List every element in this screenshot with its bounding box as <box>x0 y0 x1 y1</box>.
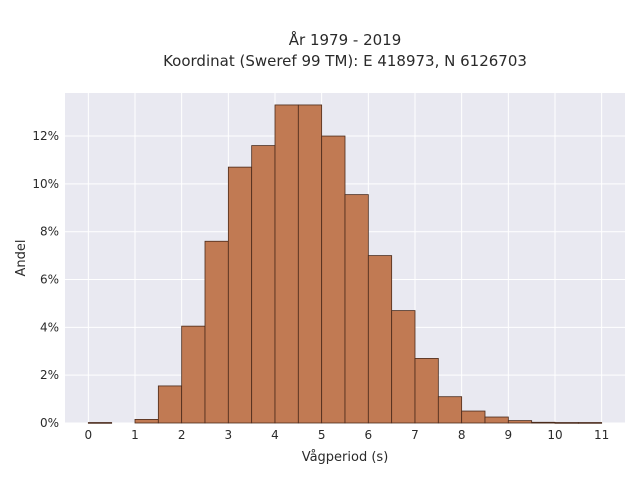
x-tick-label: 8 <box>458 428 466 442</box>
x-tick-label: 4 <box>271 428 279 442</box>
histogram-bar <box>321 135 346 424</box>
histogram-bar <box>414 358 439 424</box>
x-tick-label: 3 <box>225 428 233 442</box>
y-axis-label: Andel <box>14 240 29 277</box>
histogram-bar <box>274 104 299 424</box>
y-ticks: 0% 2% 4% 6% 8% 10% 12% <box>32 129 59 430</box>
x-tick-label: 10 <box>547 428 562 442</box>
y-tick-label: 2% <box>40 368 59 382</box>
y-tick-label: 0% <box>40 416 59 430</box>
x-tick-label: 11 <box>594 428 609 442</box>
histogram-bar <box>531 421 556 424</box>
chart-title-line2: Koordinat (Sweref 99 TM): E 418973, N 61… <box>163 52 527 70</box>
x-tick-label: 2 <box>178 428 186 442</box>
histogram-bar <box>507 420 533 424</box>
y-tick-label: 6% <box>40 273 59 287</box>
histogram-bar <box>251 145 276 424</box>
bars <box>87 104 603 424</box>
histogram-bar <box>577 422 603 424</box>
x-tick-label: 1 <box>131 428 139 442</box>
chart-title-line1: År 1979 - 2019 <box>289 30 402 49</box>
histogram-bar <box>344 194 369 424</box>
histogram-bar <box>461 410 486 424</box>
y-tick-label: 12% <box>32 129 59 143</box>
histogram-bar <box>134 419 159 424</box>
y-tick-label: 4% <box>40 320 59 334</box>
histogram-bar <box>367 255 393 424</box>
histogram-bar <box>87 422 113 424</box>
x-tick-label: 5 <box>318 428 326 442</box>
y-tick-label: 10% <box>32 177 59 191</box>
histogram-bar <box>157 385 183 424</box>
x-tick-label: 0 <box>85 428 93 442</box>
histogram-bar <box>181 325 206 424</box>
histogram-bar <box>484 416 509 424</box>
histogram-bar <box>391 310 416 424</box>
histogram-bar <box>554 422 579 424</box>
histogram-bar <box>297 104 323 424</box>
x-ticks: 0 1 2 3 4 5 6 7 8 9 10 11 <box>85 428 610 442</box>
x-tick-label: 9 <box>505 428 513 442</box>
y-tick-label: 8% <box>40 225 59 239</box>
histogram-bar <box>437 396 463 424</box>
x-tick-label: 6 <box>365 428 373 442</box>
x-axis-label: Vågperiod (s) <box>302 450 389 465</box>
histogram-bar <box>204 240 229 424</box>
histogram-bar <box>227 166 253 424</box>
x-tick-label: 7 <box>411 428 419 442</box>
